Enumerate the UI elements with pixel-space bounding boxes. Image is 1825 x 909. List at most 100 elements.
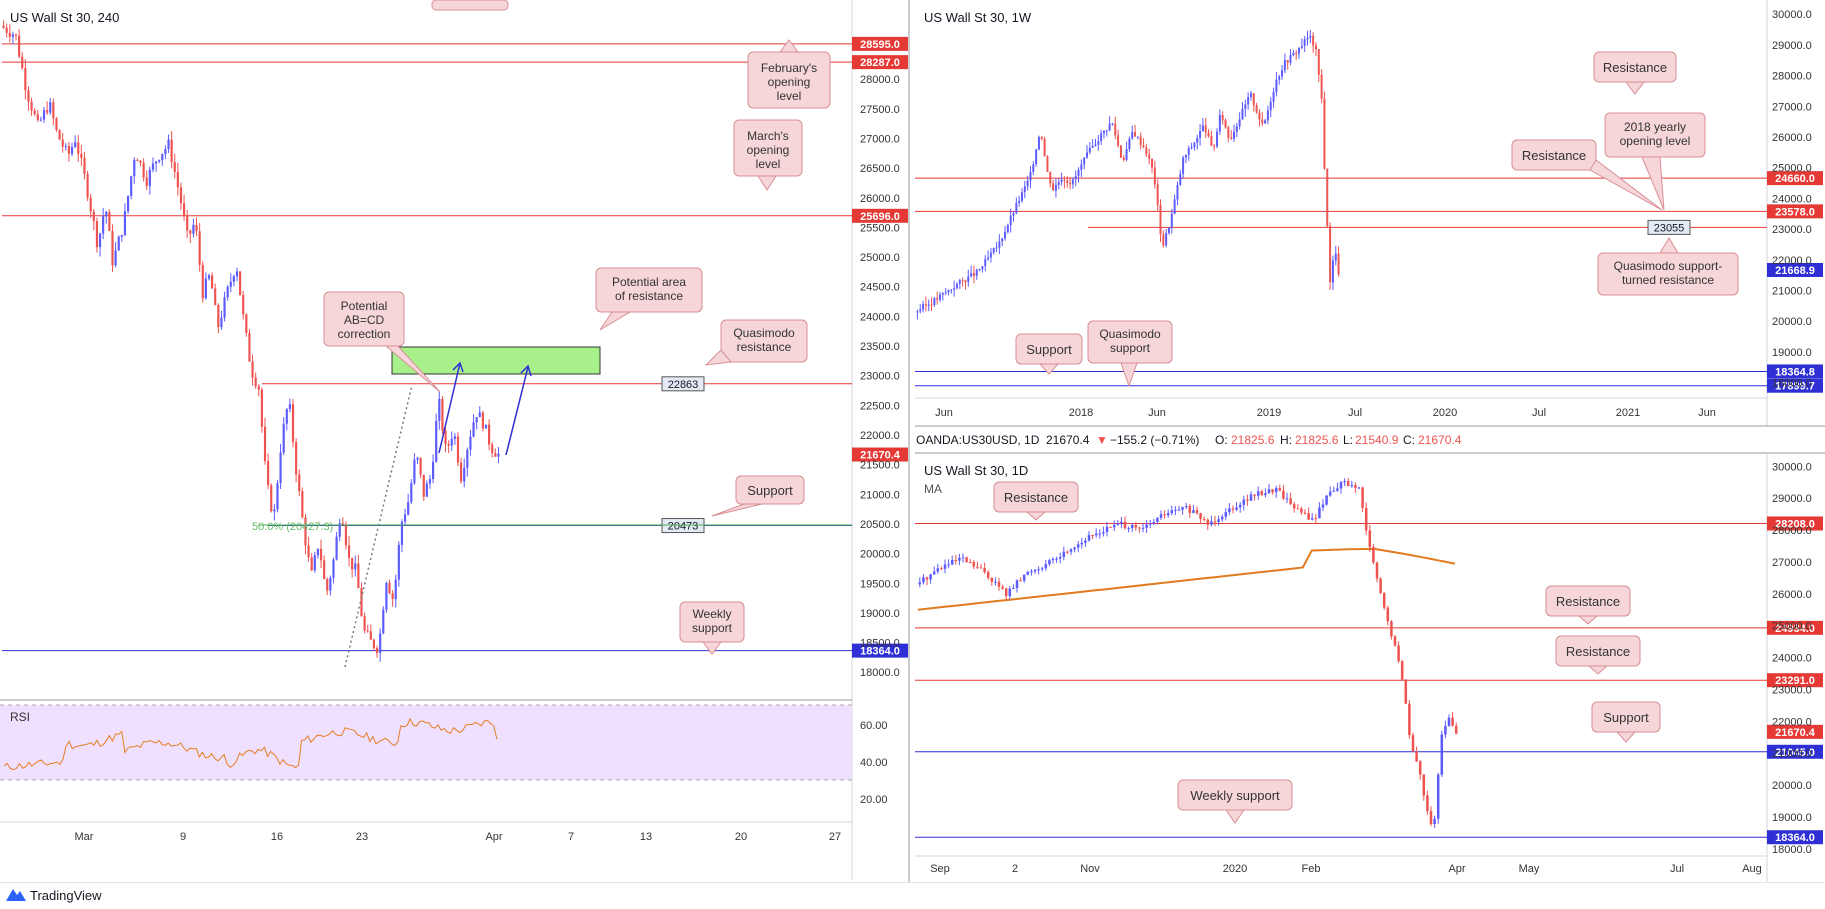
dy-time-tick: 2020 xyxy=(1223,863,1247,875)
wk-time-tick: 2018 xyxy=(1069,407,1093,419)
wk-price-tick: 20000.0 xyxy=(1772,316,1812,328)
dy-level-tag xyxy=(1767,620,1823,635)
rsi-tick-60: 60.00 xyxy=(860,720,888,732)
h4-price-tick: 24500.0 xyxy=(860,282,900,294)
candle-body xyxy=(1021,192,1023,201)
candle-body xyxy=(1258,112,1261,120)
candle-body xyxy=(5,27,8,33)
wk-level-tag-label: 17899.7 xyxy=(1775,381,1815,393)
candle-body xyxy=(1167,227,1170,233)
candle-body xyxy=(1163,514,1166,516)
candle-body xyxy=(1098,533,1102,535)
candle-body xyxy=(108,211,111,231)
wk-level-box-label: 23055 xyxy=(1654,222,1685,234)
wk-level-tag xyxy=(1767,204,1823,219)
weekly-chart-panel[interactable]: 24660.0 23578.0 23055 18364.8 17899.7 21668.9… xyxy=(915,0,1825,430)
dy-price-tick: 19000.0 xyxy=(1772,812,1812,824)
candle-body xyxy=(453,436,456,439)
candle-body xyxy=(940,568,943,570)
candle-body xyxy=(1046,156,1049,172)
wk-level-tag xyxy=(1767,378,1823,393)
candle-body xyxy=(158,160,161,162)
candle-body xyxy=(186,215,189,231)
candle-body xyxy=(997,581,1001,587)
daily-candles xyxy=(918,477,1458,828)
candle-body xyxy=(416,457,419,460)
candle-body xyxy=(1141,527,1145,529)
candle-body xyxy=(288,404,291,410)
h4-chart-panel[interactable]: 28595.0 28287.0 25696.0 22863 20473 18364.0 21… xyxy=(0,0,908,882)
abcd-arrow-2 xyxy=(505,366,529,456)
rsi-line xyxy=(3,717,498,771)
candle-body xyxy=(947,289,950,293)
weekly-time-axis[interactable]: Jun 2018 Jun 2019 Jul 2020 Jul 2021 Jun xyxy=(935,407,1716,419)
candle-body xyxy=(428,479,432,484)
candle-body xyxy=(1357,487,1361,489)
weekly-quasimodo-line-2: support xyxy=(1110,341,1151,355)
wk-price-tick: 21000.0 xyxy=(1772,286,1812,298)
candle-body xyxy=(919,309,922,312)
candle-body xyxy=(1063,179,1066,181)
candle-body xyxy=(204,278,207,299)
candle-body xyxy=(478,412,481,418)
candle-body xyxy=(1165,232,1168,246)
candle-body xyxy=(385,582,388,610)
candle-body xyxy=(154,161,158,164)
candle-body xyxy=(918,582,922,585)
h4-price-axis[interactable] xyxy=(852,0,908,882)
candle-body xyxy=(413,459,416,484)
candle-body xyxy=(2,25,5,28)
wk-price-tick: 26000.0 xyxy=(1772,132,1812,144)
candle-body xyxy=(14,34,18,36)
candle-body xyxy=(1285,498,1289,500)
dy-level-tag-label: 24934.0 xyxy=(1775,623,1815,635)
candle-body xyxy=(1174,509,1177,511)
daily-time-axis[interactable]: Sep 2 Nov 2020 Feb Apr May Jul Aug xyxy=(930,863,1762,875)
candle-body xyxy=(1312,35,1315,46)
candle-body xyxy=(1386,607,1390,622)
candle-body xyxy=(1073,547,1076,550)
h4-price-tick: 18000.0 xyxy=(860,667,900,679)
dy-price-ticks[interactable]: 18000.0 19000.0 20000.0 21000.0 22000.0 23000… xyxy=(1772,461,1812,855)
candle-body xyxy=(1097,141,1100,145)
dy-price-tick: 21000.0 xyxy=(1772,748,1812,760)
weekly-candles xyxy=(916,29,1340,320)
weekly-resistance-mid-label: Resistance xyxy=(1522,148,1586,163)
ticker-h-label: H: xyxy=(1280,433,1292,447)
wk-time-tick: Jun xyxy=(935,407,953,419)
candle-body xyxy=(117,236,120,251)
february-opening-line-1: February's xyxy=(761,61,817,75)
weekly-support-line-2: support xyxy=(692,621,733,635)
callout-daily-weekly-support: Weekly support xyxy=(1177,779,1293,824)
candle-body xyxy=(1207,132,1210,137)
daily-chart-panel[interactable]: 28208.0 24934.0 23291.0 21045.0 18364.0 21670… xyxy=(915,452,1825,882)
candle-body xyxy=(1122,157,1125,160)
dy-level-tag xyxy=(1767,744,1823,759)
candle-body xyxy=(338,523,341,537)
callout-weekly-quasimodo-support: Quasimodo support xyxy=(1087,320,1173,388)
candle-body xyxy=(139,160,142,163)
candle-body xyxy=(1372,546,1375,563)
tradingview-logo-icon xyxy=(6,889,26,901)
potential-resistance-zone xyxy=(391,346,601,375)
candle-body xyxy=(1066,551,1069,553)
h4-time-axis[interactable]: Mar 9 16 23 Apr 7 13 20 27 xyxy=(75,831,842,843)
wk-price-ticks[interactable]: 18000.0 19000.0 20000.0 21000.0 22000.0 23000… xyxy=(1772,9,1812,390)
candle-body xyxy=(1325,495,1328,505)
h4-price-ticks[interactable]: 18000.0 18500.0 19000.0 19500.0 20000.0 20500… xyxy=(860,74,900,679)
dy-price-tick: 23000.0 xyxy=(1772,684,1812,696)
wk-time-tick: Jun xyxy=(1698,407,1716,419)
candle-body xyxy=(497,453,500,457)
candle-body xyxy=(1266,110,1269,121)
candle-body xyxy=(1451,717,1454,726)
candle-body xyxy=(1069,182,1072,185)
candle-body xyxy=(1418,761,1422,775)
candle-body xyxy=(207,275,211,279)
candle-body xyxy=(922,577,925,583)
h4-level-tag-label: 28595.0 xyxy=(860,39,900,51)
candle-body xyxy=(1379,578,1382,593)
candle-body xyxy=(323,560,326,579)
candle-body xyxy=(1112,524,1116,528)
candle-body xyxy=(1136,136,1139,138)
candle-body xyxy=(1289,55,1292,63)
